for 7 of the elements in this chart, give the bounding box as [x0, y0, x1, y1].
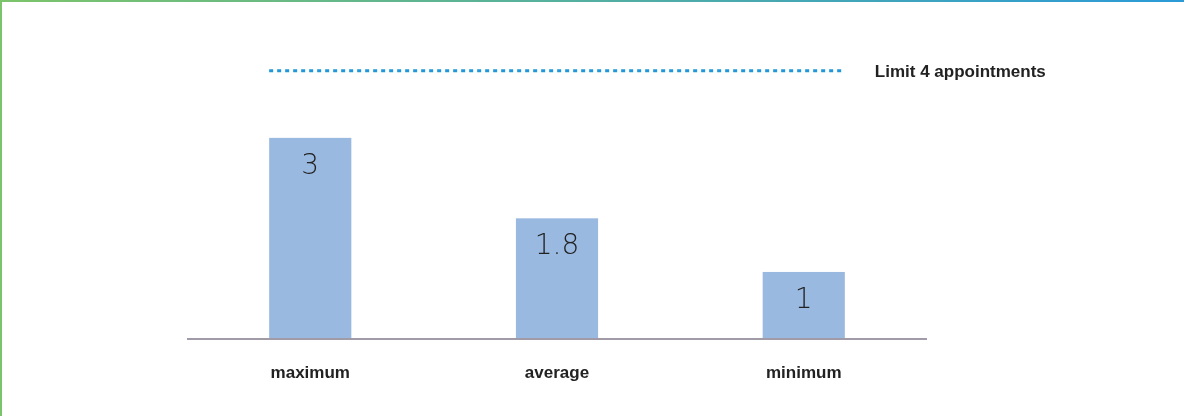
x-tick-label: average — [524, 363, 590, 382]
x-tick-label: minimum — [765, 363, 842, 382]
data-label: 1 — [794, 281, 813, 315]
x-tick-label: maximum — [270, 363, 350, 382]
ref-line-label: Limit 4 appointments — [874, 61, 1046, 81]
data-label: 1.8 — [534, 228, 580, 262]
data-label: 3 — [301, 147, 320, 181]
